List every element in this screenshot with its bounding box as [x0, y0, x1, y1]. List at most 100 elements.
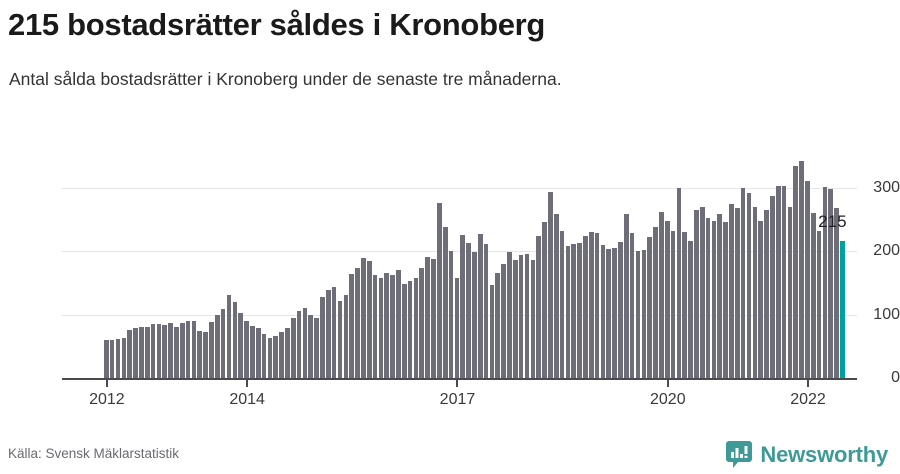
- bar: [133, 328, 138, 378]
- bar: [413, 277, 419, 378]
- bar: [437, 202, 442, 378]
- bar: [238, 312, 244, 378]
- bar: [261, 333, 267, 378]
- bar: [355, 267, 360, 378]
- bar: [104, 339, 109, 378]
- x-axis-tick-mark: [807, 380, 810, 387]
- bar: [378, 277, 384, 378]
- bar: [121, 338, 127, 378]
- bar: [273, 336, 279, 378]
- bar: [542, 222, 547, 378]
- bar: [635, 251, 641, 378]
- bar: [670, 230, 676, 378]
- bar: [711, 220, 717, 378]
- bar-highlighted: [840, 241, 845, 378]
- bar: [787, 207, 793, 378]
- x-axis-tick-label: 2014: [229, 391, 265, 408]
- bar: [127, 330, 132, 378]
- bar: [548, 191, 553, 378]
- bar: [308, 314, 314, 378]
- bar: [337, 301, 343, 378]
- bar: [150, 324, 156, 378]
- bar: [372, 274, 378, 378]
- bar: [489, 284, 495, 378]
- bar: [156, 324, 162, 378]
- bar: [267, 338, 273, 378]
- bar: [507, 251, 512, 378]
- bar: [694, 209, 699, 378]
- bar: [285, 328, 290, 378]
- bar: [688, 241, 693, 378]
- bar: [594, 232, 600, 378]
- bar: [401, 284, 407, 378]
- bar: [320, 296, 325, 378]
- bar: [139, 327, 144, 378]
- bar: [810, 212, 816, 378]
- highlight-value-label: 215: [818, 212, 847, 232]
- bar: [483, 244, 489, 378]
- bar: [290, 317, 296, 378]
- bar: [472, 251, 477, 378]
- x-axis-tick-mark: [456, 380, 459, 387]
- bar: [699, 206, 705, 378]
- bar: [553, 214, 559, 378]
- bar: [770, 195, 775, 378]
- bar: [623, 214, 629, 378]
- bar: [215, 314, 220, 378]
- bar: [805, 181, 810, 378]
- bar: [746, 193, 752, 378]
- bar: [518, 255, 524, 378]
- bar: [296, 311, 302, 378]
- source-note: Källa: Svensk Mäklarstatistik: [8, 446, 180, 461]
- gridline-100: [62, 314, 857, 316]
- bar: [279, 332, 284, 378]
- bar: [109, 339, 115, 378]
- bar: [168, 323, 173, 378]
- bar-chart-speech-bubble-icon: [726, 441, 753, 469]
- bar: [764, 209, 769, 378]
- bar: [390, 275, 395, 378]
- bar: [612, 248, 617, 378]
- bar: [425, 257, 430, 378]
- brand-logo: Newsworthy: [726, 440, 888, 470]
- bar: [302, 308, 308, 378]
- bar: [454, 277, 460, 378]
- bar: [431, 259, 436, 378]
- bar: [758, 220, 763, 378]
- bar: [314, 317, 319, 378]
- x-axis-tick-label: 2022: [790, 391, 826, 408]
- bar: [250, 325, 255, 378]
- bar: [734, 208, 740, 378]
- bar: [781, 186, 787, 378]
- bar: [536, 236, 541, 378]
- bar: [191, 320, 197, 378]
- bar: [197, 331, 203, 378]
- bar: [384, 273, 390, 378]
- bar: [577, 242, 582, 378]
- bar: [659, 211, 664, 378]
- y-axis-tick-label: 300: [873, 178, 900, 196]
- bar: [705, 217, 711, 378]
- bar: [559, 231, 565, 378]
- bar: [495, 272, 501, 378]
- bar: [664, 220, 670, 378]
- bar: [717, 214, 723, 378]
- bar: [396, 270, 401, 378]
- x-axis-tick-mark: [246, 380, 249, 387]
- bar: [326, 290, 331, 378]
- bar: [583, 236, 588, 378]
- bar: [588, 231, 594, 378]
- bar: [647, 237, 652, 378]
- bar: [793, 165, 799, 378]
- bar: [565, 245, 571, 378]
- x-axis-tick-label: 2012: [89, 391, 125, 408]
- bar: [816, 231, 822, 378]
- bar: [448, 251, 454, 378]
- bar: [209, 322, 214, 378]
- bar: [618, 242, 623, 378]
- bar: [530, 259, 536, 378]
- bar: [600, 245, 606, 378]
- bar: [834, 207, 839, 378]
